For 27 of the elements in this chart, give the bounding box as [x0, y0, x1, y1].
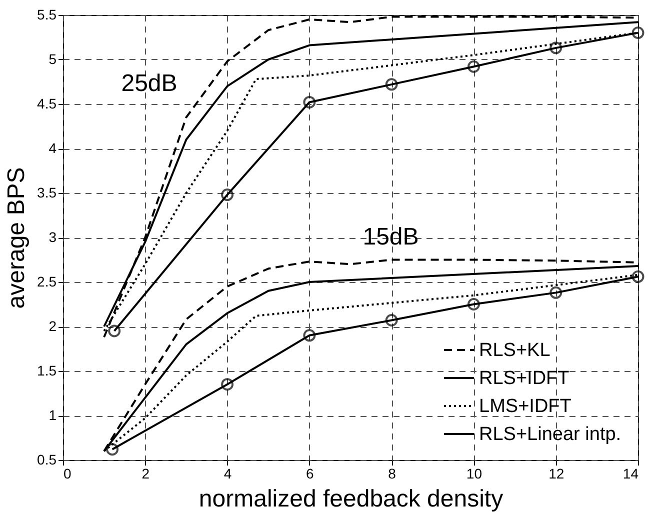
x-tick-label: 10 [466, 466, 482, 482]
legend-label: RLS+IDFT [479, 368, 570, 389]
y-tick-label: 4.5 [37, 96, 57, 112]
x-tick-label: 0 [64, 466, 72, 482]
y-tick-label: 5.5 [37, 6, 57, 22]
y-tick-label: 1 [48, 407, 57, 423]
y-tick-label: 2 [48, 318, 57, 334]
legend-label: LMS+IDFT [479, 396, 572, 417]
x-tick-label: 6 [306, 466, 314, 482]
y-axis-title: average BPS [3, 167, 30, 309]
y-tick-label: 3 [48, 229, 57, 245]
y-tick-label: 4 [48, 140, 57, 156]
y-tick-label: 2.5 [37, 274, 57, 290]
x-tick-label: 4 [224, 466, 232, 482]
legend-label: RLS+Linear intp. [479, 424, 622, 445]
annotation: 25dB [121, 70, 178, 97]
y-tick-label: 1.5 [37, 362, 57, 378]
y-tick-label: 5 [48, 51, 57, 67]
x-tick-label: 12 [548, 466, 564, 482]
legend-label: RLS+KL [479, 340, 550, 361]
x-tick-label: 2 [142, 466, 150, 482]
x-tick-label: 8 [388, 466, 396, 482]
y-tick-label: 3.5 [37, 184, 57, 200]
annotation: 15dB [362, 224, 419, 250]
x-axis-title: normalized feedback density [198, 486, 504, 512]
y-tick-label: 0.5 [37, 452, 57, 468]
x-tick-label: 14 [622, 466, 639, 482]
